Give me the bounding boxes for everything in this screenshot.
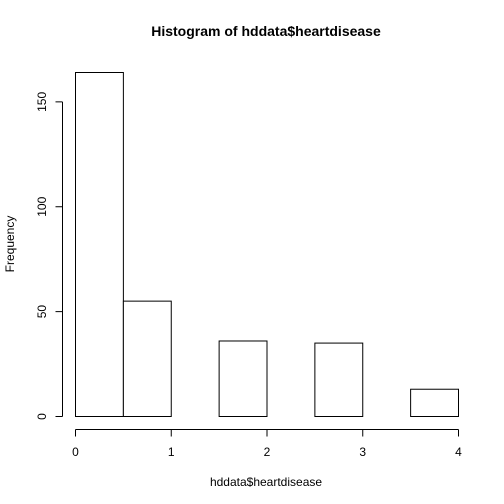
x-tick-label-0: 0: [72, 445, 79, 459]
x-tick-label-1: 1: [168, 445, 175, 459]
y-axis: 0 50 100 150: [35, 92, 63, 420]
histogram-bar-0: [75, 72, 124, 417]
histogram-bar-5: [314, 342, 364, 417]
y-tick-label-100: 100: [35, 196, 49, 216]
histogram-bar-3: [218, 340, 268, 417]
histogram-bar-7: [410, 388, 459, 418]
x-tick-label-4: 4: [455, 445, 462, 459]
bars-group: [75, 72, 459, 418]
x-axis: 0 1 2 3 4: [72, 429, 462, 459]
x-tick-label-2: 2: [264, 445, 271, 459]
histogram-bar-1: [122, 300, 172, 418]
y-tick-label-50: 50: [35, 305, 49, 319]
y-tick-label-0: 0: [35, 413, 49, 420]
chart-title: Histogram of hddata$heartdisease: [151, 23, 381, 39]
x-tick-label-3: 3: [359, 445, 366, 459]
y-axis-label: Frequency: [3, 216, 17, 273]
x-axis-label: hddata$heartdisease: [210, 475, 322, 489]
y-tick-label-150: 150: [35, 92, 49, 112]
